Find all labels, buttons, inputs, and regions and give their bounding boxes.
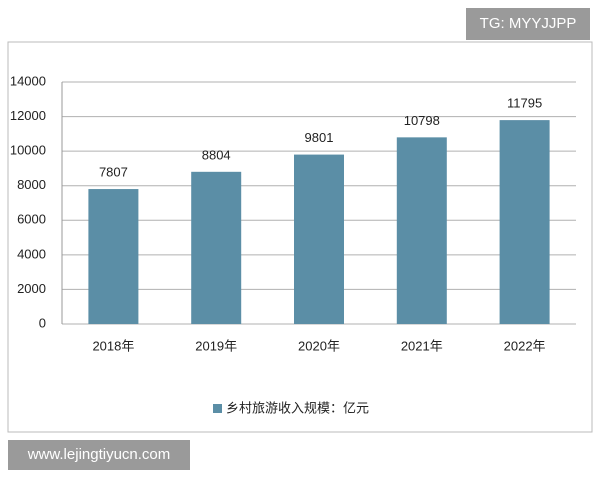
x-tick-label: 2020年 xyxy=(298,338,340,353)
x-tick-label: 2019年 xyxy=(195,338,237,353)
y-tick-label: 2000 xyxy=(17,281,46,296)
value-label: 9801 xyxy=(305,130,334,145)
y-tick-label: 6000 xyxy=(17,212,46,227)
watermark: TG: MYYJJPP xyxy=(480,15,577,32)
y-tick-label: 0 xyxy=(39,315,46,330)
y-tick-label: 14000 xyxy=(10,73,46,88)
value-label: 8804 xyxy=(202,147,231,162)
bar xyxy=(396,137,447,324)
y-tick-label: 8000 xyxy=(17,177,46,192)
watermark: www.lejingtiyucn.com xyxy=(27,446,171,463)
y-tick-label: 10000 xyxy=(10,143,46,158)
bar xyxy=(88,189,139,324)
y-tick-label: 12000 xyxy=(10,108,46,123)
value-label: 7807 xyxy=(99,164,128,179)
legend-label: 乡村旅游收入规模：亿元 xyxy=(226,400,369,415)
watermark-box xyxy=(8,440,190,470)
value-label: 10798 xyxy=(404,113,440,128)
legend-swatch xyxy=(213,404,222,413)
x-tick-label: 2018年 xyxy=(92,338,134,353)
bar xyxy=(191,171,242,324)
y-tick-label: 4000 xyxy=(17,246,46,261)
watermark-box xyxy=(466,8,590,40)
bar xyxy=(294,154,344,324)
value-label: 11795 xyxy=(507,96,542,111)
x-tick-label: 2022年 xyxy=(504,338,546,353)
x-tick-label: 2021年 xyxy=(401,338,443,353)
bar xyxy=(499,120,550,325)
